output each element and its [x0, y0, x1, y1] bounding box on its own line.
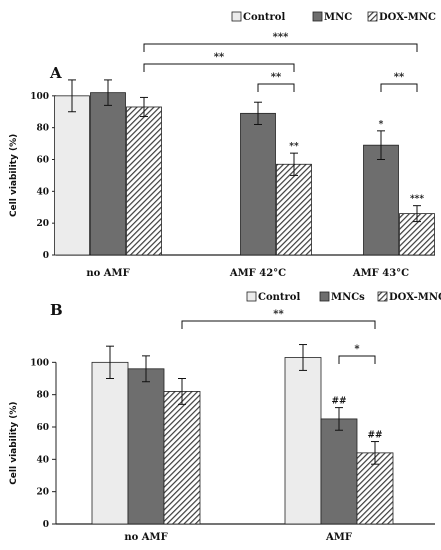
panel-b-bar-control [284, 357, 322, 525]
panel-a-legend-swatch-mnc [312, 11, 323, 22]
panel-b-y-tick-label: 40 [36, 455, 49, 465]
panel-b-legend-swatch-dox-mnc [377, 291, 388, 302]
panel-a-significance-bracket [143, 43, 418, 52]
panel-a-bar-mnc [240, 112, 276, 256]
panel-b-significance-bracket [181, 320, 376, 329]
panel-a-y-tick-label: 60 [36, 156, 49, 166]
panel-b-bar-annotation: ## [331, 397, 346, 407]
panel-b-bar-annotation: ## [367, 431, 382, 441]
panel-b-label: B [50, 301, 63, 319]
panel-b-y-tick-label: 0 [43, 520, 49, 530]
panel-a-y-tick-label: 100 [30, 92, 49, 102]
panel-b-bar-control [91, 361, 129, 525]
panel-a-y-tick-label: 40 [36, 187, 49, 197]
panel-a-y-tick-label: 80 [36, 124, 49, 134]
panel-b-legend-label: Control [258, 292, 300, 303]
panel-b-y-axis-label: Cell viability (%) [9, 402, 19, 485]
panel-a-bar-annotation: * [379, 120, 384, 130]
panel-a-y-axis-label: Cell viability (%) [9, 134, 19, 217]
panel-a-bar-mnc [90, 92, 126, 256]
panel-b-legend-swatch-control [246, 291, 257, 302]
panel-a-bar-mnc [363, 144, 399, 256]
panel-a-bar-annotation: ** [289, 142, 299, 152]
panel-a-legend-label: Control [243, 12, 285, 23]
panel-a-bar-control [54, 95, 90, 256]
panel-b-y-tick-label: 60 [36, 423, 49, 433]
panel-b-significance-label: ** [273, 309, 284, 320]
panel-b-significance-bracket [338, 355, 376, 364]
panel-b-legend-label: MNCs [331, 292, 365, 303]
panel-a-bar-annotation: *** [410, 195, 424, 205]
panel-b-bar-dox-mnc [163, 391, 201, 525]
panel-a-category-label: no AMF [86, 268, 129, 279]
panel-b-legend-swatch-mnc [319, 291, 330, 302]
panel-a-significance-label: ** [271, 72, 282, 83]
panel-a-y-tick-label: 20 [36, 219, 49, 229]
panel-a-significance-label: ** [214, 52, 225, 63]
panel-a-legend-label: DOX-MNC [379, 12, 436, 23]
panel-a-y-tick-label: 0 [43, 251, 49, 261]
panel-b-bar-mnc [127, 368, 165, 525]
panel-b-significance-label: * [354, 344, 360, 355]
panel-b-y-tick-label: 100 [30, 358, 49, 368]
panel-a-bar-dox-mnc [126, 106, 162, 256]
panel-a-significance-bracket [257, 83, 295, 92]
panel-a-significance-bracket [143, 63, 295, 72]
panel-a-significance-bracket [380, 83, 418, 92]
panel-a-significance-label: ** [394, 72, 405, 83]
panel-a-label: A [49, 64, 62, 82]
panel-a-category-label: AMF 43°C [352, 268, 409, 279]
panel-a-category-label: AMF 42°C [229, 268, 286, 279]
panel-a-legend-label: MNC [324, 12, 352, 23]
panel-b-bar-mnc [320, 418, 358, 525]
panel-b-category-label: no AMF [124, 532, 167, 543]
panel-a-bar-dox-mnc [276, 163, 312, 256]
panel-b-y-tick-label: 80 [36, 391, 49, 401]
panel-a-legend-swatch-control [231, 11, 242, 22]
panel-b-y-tick-label: 20 [36, 488, 49, 498]
panel-b-legend-label: DOX-MNC [389, 292, 441, 303]
panel-a-legend-swatch-dox-mnc [367, 11, 378, 22]
panel-b-category-label: AMF [325, 532, 352, 543]
panel-a-significance-label: *** [273, 32, 289, 43]
